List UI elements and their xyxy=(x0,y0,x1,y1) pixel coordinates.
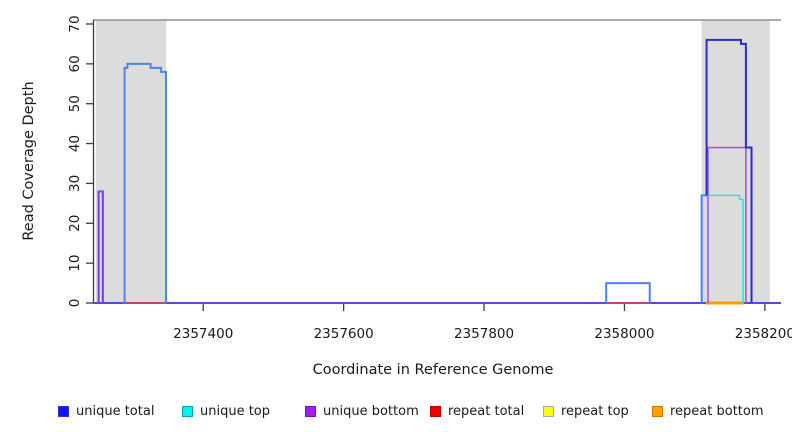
legend-label: unique top xyxy=(200,403,271,419)
unique-bottom-right-line xyxy=(707,146,747,303)
x-tick-label: 2358000 xyxy=(594,326,654,342)
y-tick-label: 60 xyxy=(67,55,83,72)
legend-item-unique-bottom: unique bottom xyxy=(305,399,419,423)
legend-label: unique bottom xyxy=(323,403,419,419)
unique-box-mid-line xyxy=(605,282,651,303)
x-tick-label: 2358200 xyxy=(735,326,792,342)
legend-item-unique-top: unique top xyxy=(182,399,270,423)
legend-swatch-icon xyxy=(543,405,554,417)
y-tick-label: 50 xyxy=(67,95,83,112)
legend-item-repeat-total: repeat total xyxy=(430,399,524,423)
x-tick-label: 2357600 xyxy=(314,326,374,342)
x-axis-title: Coordinate in Reference Genome xyxy=(312,362,554,378)
y-tick-label: 10 xyxy=(67,255,83,272)
legend: unique total unique top unique bottom repea… xyxy=(0,399,792,423)
repeat-region-shade xyxy=(95,20,167,303)
y-tick-label: 20 xyxy=(67,215,83,232)
legend-item-repeat-bottom: repeat bottom xyxy=(652,399,764,423)
legend-swatch-icon xyxy=(430,405,441,417)
legend-item-repeat-top: repeat top xyxy=(543,399,629,423)
x-tick-label: 2357400 xyxy=(173,326,233,342)
legend-label: repeat total xyxy=(448,403,525,419)
unique-hump-left-line xyxy=(123,62,168,303)
legend-swatch-icon xyxy=(182,405,193,417)
legend-swatch-icon xyxy=(58,405,69,417)
legend-label: repeat bottom xyxy=(670,403,764,419)
y-tick-label: 30 xyxy=(67,175,83,192)
legend-label: unique total xyxy=(76,403,155,419)
repeat-region-shade xyxy=(701,20,770,303)
legend-swatch-icon xyxy=(652,405,663,417)
legend-label: repeat top xyxy=(561,403,629,419)
y-tick-label: 70 xyxy=(67,15,83,32)
unique-top-right-line xyxy=(707,194,744,303)
x-tick-label: 2357800 xyxy=(454,326,514,342)
legend-swatch-icon xyxy=(305,405,316,417)
y-tick-label: 0 xyxy=(67,299,83,308)
y-axis-title: Read Coverage Depth xyxy=(21,81,37,241)
unique-total-right-line xyxy=(705,38,753,303)
y-tick-label: 40 xyxy=(67,135,83,152)
legend-item-unique-total: unique total xyxy=(58,399,154,423)
